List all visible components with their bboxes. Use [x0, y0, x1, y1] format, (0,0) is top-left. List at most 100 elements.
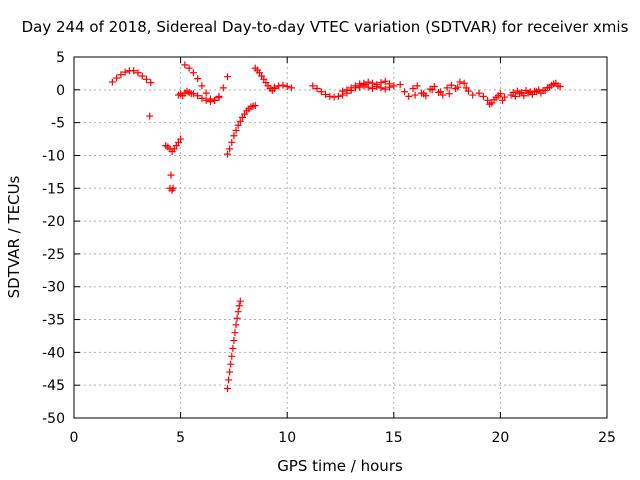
- data-point: [147, 79, 155, 87]
- data-point: [121, 68, 129, 76]
- data-point: [287, 84, 295, 92]
- data-point: [194, 75, 202, 83]
- data-point: [381, 85, 389, 93]
- data-point: [405, 92, 413, 100]
- data-point: [381, 77, 389, 85]
- data-point: [543, 84, 551, 92]
- data-point: [227, 360, 235, 368]
- data-point: [531, 87, 539, 95]
- data-point: [233, 314, 241, 322]
- data-point: [462, 84, 470, 92]
- data-point: [134, 69, 142, 77]
- y-tick-label: -15: [42, 181, 65, 197]
- x-tick-label: 10: [278, 430, 296, 446]
- data-point: [146, 112, 154, 120]
- data-point: [198, 94, 206, 102]
- data-point: [313, 85, 321, 93]
- data-point: [413, 82, 421, 90]
- data-point: [228, 138, 236, 146]
- data-point: [270, 83, 278, 91]
- data-point: [469, 91, 477, 99]
- data-point: [275, 82, 283, 90]
- data-point: [454, 83, 462, 91]
- plot-frame: [73, 56, 608, 419]
- data-point: [198, 82, 206, 90]
- data-series-segment: [146, 112, 154, 120]
- data-point: [351, 82, 359, 90]
- data-point: [484, 96, 492, 104]
- data-point: [347, 84, 355, 92]
- data-point: [556, 83, 564, 91]
- data-point: [225, 376, 233, 384]
- data-series-segment: [224, 102, 259, 158]
- data-point: [511, 92, 519, 100]
- data-point: [230, 337, 238, 345]
- data-point: [518, 88, 526, 96]
- data-point: [234, 121, 242, 129]
- data-point: [535, 86, 543, 94]
- data-point: [226, 368, 234, 376]
- data-point: [494, 92, 502, 100]
- data-point: [219, 84, 227, 92]
- data-point: [368, 85, 376, 93]
- data-point: [117, 71, 125, 79]
- data-series-segment: [356, 82, 394, 93]
- data-point: [226, 145, 234, 153]
- data-point: [211, 96, 219, 104]
- data-point: [230, 132, 238, 140]
- data-point: [181, 61, 189, 69]
- data-point: [228, 352, 236, 360]
- data-point: [113, 74, 121, 82]
- data-point: [232, 321, 240, 329]
- data-point: [377, 84, 385, 92]
- data-point: [232, 127, 240, 135]
- data-series-segment: [162, 135, 185, 156]
- x-tick-label: 20: [491, 430, 509, 446]
- data-series-segment: [189, 90, 223, 106]
- data-point: [409, 85, 417, 93]
- data-point: [499, 96, 507, 104]
- chart-title: Day 244 of 2018, Sidereal Day-to-day VTE…: [22, 18, 629, 36]
- data-point: [400, 88, 408, 96]
- data-point: [428, 86, 436, 94]
- y-tick-label: -40: [42, 345, 65, 361]
- data-series-segment: [396, 78, 477, 100]
- data-series-segment: [108, 67, 155, 87]
- data-point: [339, 87, 347, 95]
- x-tick-label: 0: [70, 430, 79, 446]
- data-point: [231, 329, 239, 337]
- data-point: [364, 83, 372, 91]
- x-axis-label: GPS time / hours: [277, 457, 403, 475]
- data-point: [475, 89, 483, 97]
- data-series-segment: [270, 81, 295, 92]
- data-point: [334, 92, 342, 100]
- data-point: [224, 73, 232, 81]
- data-point: [185, 64, 193, 72]
- data-point: [236, 117, 244, 125]
- data-series-segment: [411, 83, 470, 99]
- data-point: [229, 344, 237, 352]
- data-point: [360, 82, 368, 90]
- data-point: [552, 79, 560, 87]
- data-point: [522, 86, 530, 94]
- data-point: [447, 81, 455, 89]
- y-tick-label: -25: [42, 247, 65, 263]
- data-point: [437, 88, 445, 96]
- data-point: [390, 82, 398, 90]
- data-point: [194, 92, 202, 100]
- data-point: [526, 88, 534, 96]
- y-tick-label: -35: [42, 313, 65, 329]
- data-point: [443, 84, 451, 92]
- data-point: [330, 93, 338, 101]
- data-point: [206, 98, 214, 106]
- axis-ticks: 0 5 10 15 20 25 5 0 -5 -10 -15 -20 -25 -30 -35 -40 -45 -5…: [42, 50, 616, 446]
- x-tick-label: 15: [385, 430, 403, 446]
- data-point: [189, 69, 197, 77]
- data-point: [309, 82, 317, 90]
- y-tick-label: 5: [56, 50, 65, 66]
- y-tick-label: -10: [42, 148, 65, 164]
- y-tick-label: -45: [42, 378, 65, 394]
- data-series-segment: [486, 92, 507, 108]
- grid-lines: [74, 57, 607, 418]
